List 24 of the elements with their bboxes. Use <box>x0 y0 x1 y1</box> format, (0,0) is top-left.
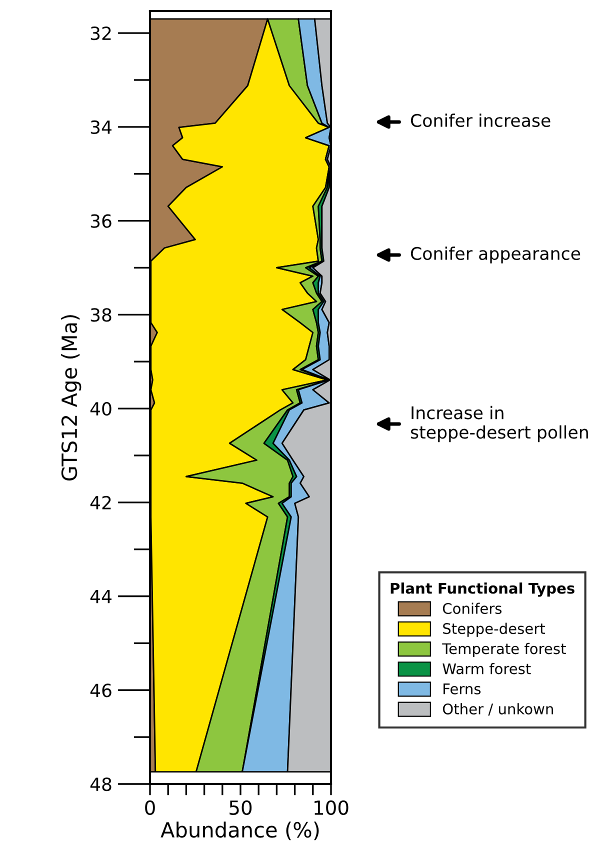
legend-label: Other / unkown <box>442 703 553 716</box>
x-tick-label: 0 <box>145 800 155 816</box>
x-tick-label: 50 <box>230 800 252 816</box>
y-tick-label: 42 <box>90 496 111 510</box>
y-tick-label: 48 <box>90 777 112 792</box>
x-tick-label: 100 <box>314 800 348 816</box>
x-axis-title: Abundance (%) <box>160 822 319 840</box>
y-axis-title: GTS12 Age (Ma) <box>61 315 82 481</box>
legend-label: Steppe-desert <box>443 622 545 637</box>
legend-title: Plant Functional Types <box>390 582 574 597</box>
text: Conifer increase <box>410 114 550 128</box>
y-tick-label: 44 <box>90 590 112 604</box>
y-tick-label: 40 <box>90 402 112 416</box>
legend-label: Temperate forest <box>442 642 566 658</box>
legend-label: Conifers <box>442 602 502 614</box>
legend-label: Warm forest <box>442 662 531 674</box>
text: Conifer appearance <box>410 246 580 264</box>
text: Increase in steppe-desert pollen <box>410 406 588 442</box>
y-tick-label: 36 <box>90 214 112 228</box>
y-tick-label: 32 <box>90 26 111 40</box>
y-tick-label: 46 <box>90 684 112 698</box>
y-tick-label: 38 <box>90 308 112 322</box>
y-tick-label: 34 <box>90 120 112 134</box>
legend-label: Ferns <box>444 684 481 694</box>
